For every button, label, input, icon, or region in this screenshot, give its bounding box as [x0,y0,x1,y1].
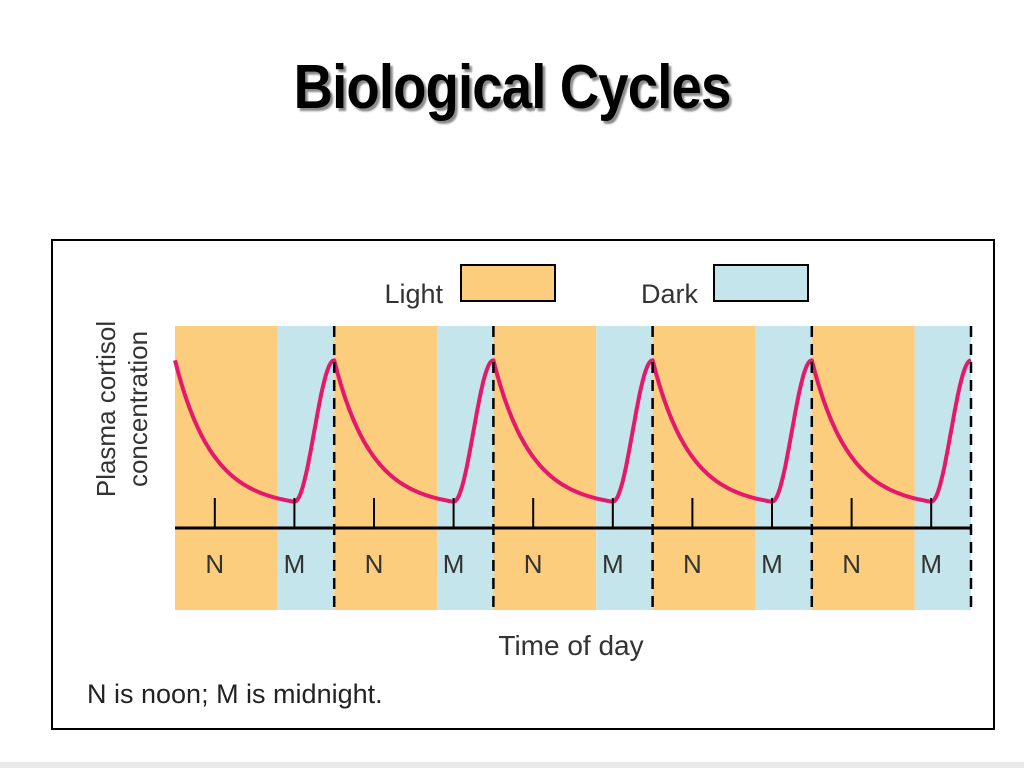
cortisol-curve [173,358,972,504]
curve-layer [173,358,972,504]
x-tick-label-2: N [365,549,384,579]
figure-note: N is noon; M is midnight. [87,679,383,709]
legend-label-dark: Dark [641,279,699,309]
x-axis-label: Time of day [498,630,643,661]
cortisol-chart: N M N M N M N M N M Light Dark Plasma cortisol con… [87,264,973,709]
x-tick-label-9: M [920,549,942,579]
figure-frame: N M N M N M N M N M Light Dark Plasma cortisol con… [51,239,995,730]
legend-swatch-dark [713,264,809,302]
x-tick-label-8: N [842,549,861,579]
y-axis-label-line2: concentration [123,331,153,487]
x-tick-label-4: N [524,549,543,579]
x-tick-label-3: M [443,549,465,579]
x-tick-label-1: M [284,549,306,579]
legend-label-light: Light [384,279,443,309]
x-tick-label-7: M [761,549,783,579]
legend: Light Dark [384,264,809,309]
x-tick-label-0: N [205,549,224,579]
legend-swatch-light [460,264,556,302]
x-axis [175,498,971,530]
y-axis-label-line1: Plasma cortisol [91,321,121,497]
slide-title: Biological Cycles [293,53,732,122]
x-tick-label-5: M [602,549,624,579]
footer-bar [0,762,1024,768]
dashed-lines [332,326,973,610]
x-tick-label-6: N [683,549,702,579]
